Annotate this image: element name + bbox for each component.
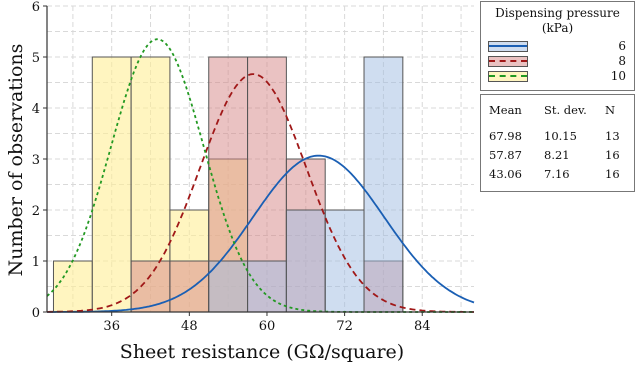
stats-row: 57.87 8.21 16 bbox=[481, 148, 634, 164]
stats-cell: 43.06 bbox=[489, 167, 522, 181]
bar-series-6 bbox=[324, 209, 365, 313]
bar-series-10 bbox=[52, 260, 93, 313]
x-tick-label: 36 bbox=[103, 319, 120, 334]
legend: Dispensing pressure (kPa) 6 8 10 bbox=[480, 1, 635, 91]
stats-cell: 16 bbox=[605, 148, 620, 162]
legend-item-6: 6 bbox=[481, 39, 634, 54]
normal-curves bbox=[46, 38, 475, 313]
y-tick-label: 5 bbox=[32, 51, 40, 66]
y-axis-label: Number of observations bbox=[5, 44, 27, 277]
histogram-bars bbox=[52, 56, 404, 313]
stats-cell: 13 bbox=[605, 129, 620, 143]
x-tick-label: 48 bbox=[181, 319, 198, 334]
bar-series-8 bbox=[169, 260, 210, 313]
legend-label: 10 bbox=[610, 69, 626, 83]
legend-item-10: 10 bbox=[481, 69, 634, 84]
legend-label: 8 bbox=[618, 54, 626, 68]
stats-cell: 67.98 bbox=[489, 129, 522, 143]
x-tick-label: 84 bbox=[414, 319, 431, 334]
stats-cell: Mean bbox=[489, 103, 522, 117]
tick-labels: 0 1 2 3 4 5 6 36 48 60 72 84 bbox=[32, 0, 431, 334]
y-tick-label: 4 bbox=[32, 102, 40, 117]
x-tick-label: 60 bbox=[259, 319, 276, 334]
bar-series-6 bbox=[285, 209, 326, 313]
bar-series-8 bbox=[130, 260, 171, 313]
stats-table: Mean St. dev. N 67.98 10.15 13 57.87 8.21 16 43.0… bbox=[480, 94, 635, 192]
stats-row: 67.98 10.15 13 bbox=[481, 129, 634, 145]
normal-curve-6 bbox=[47, 154, 475, 313]
legend-item-8: 8 bbox=[481, 54, 634, 69]
y-tick-label: 2 bbox=[32, 204, 40, 219]
normal-curve-8 bbox=[47, 73, 474, 313]
stats-cell: N bbox=[605, 103, 616, 117]
stats-cell: 57.87 bbox=[489, 148, 522, 162]
stats-cell: 7.16 bbox=[544, 167, 570, 181]
y-tick-label: 6 bbox=[32, 0, 40, 15]
normal-curve-10 bbox=[46, 38, 474, 313]
legend-swatch-8 bbox=[488, 56, 528, 67]
legend-swatch-6 bbox=[488, 41, 528, 52]
stats-header-row: Mean St. dev. N bbox=[481, 103, 634, 119]
stats-cell: 10.15 bbox=[544, 129, 577, 143]
stats-cell: St. dev. bbox=[544, 103, 587, 117]
axes bbox=[43, 5, 474, 316]
y-tick-label: 0 bbox=[32, 306, 40, 321]
legend-swatch-10 bbox=[488, 71, 528, 82]
stats-cell: 8.21 bbox=[544, 148, 570, 162]
legend-label: 6 bbox=[618, 39, 626, 53]
bar-series-10 bbox=[91, 56, 132, 313]
bar-series-6 bbox=[208, 260, 249, 313]
x-axis-label: Sheet resistance (GΩ/square) bbox=[120, 341, 404, 363]
x-tick-label: 72 bbox=[336, 319, 353, 334]
bar-series-6 bbox=[363, 56, 404, 313]
stats-cell: 16 bbox=[605, 167, 620, 181]
stats-row: 43.06 7.16 16 bbox=[481, 167, 634, 183]
y-tick-label: 1 bbox=[32, 255, 40, 270]
legend-title: Dispensing pressure (kPa) bbox=[495, 6, 620, 35]
y-tick-label: 3 bbox=[32, 153, 40, 168]
